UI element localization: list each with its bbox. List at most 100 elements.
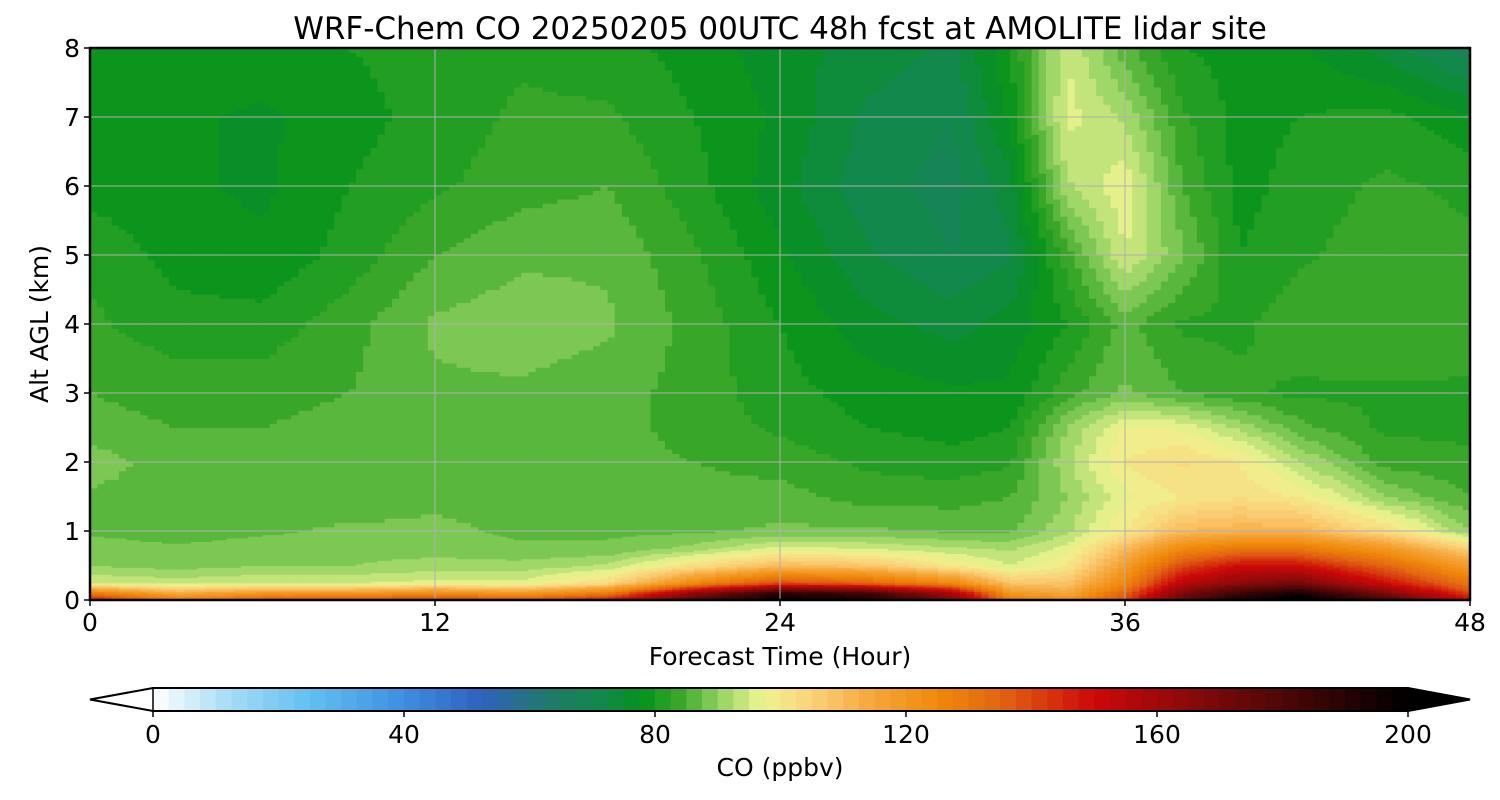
field-cell	[1441, 584, 1450, 587]
field-cell	[183, 579, 192, 582]
field-cell	[1146, 594, 1155, 598]
field-cell	[686, 594, 695, 598]
field-cell	[1211, 584, 1220, 587]
field-cell	[815, 579, 824, 582]
field-cell	[859, 587, 867, 591]
field-cell	[169, 579, 177, 582]
field-cell	[715, 582, 724, 586]
field-cell	[981, 589, 990, 592]
field-cell	[463, 574, 472, 577]
field-cell	[176, 579, 185, 582]
field-cell	[1168, 589, 1176, 592]
field-cell	[1110, 582, 1119, 586]
field-cell	[1311, 589, 1320, 592]
field-cell	[212, 584, 220, 587]
field-cell	[1362, 572, 1370, 575]
field-cell	[1441, 575, 1450, 579]
field-cell	[118, 575, 127, 579]
field-cell	[449, 589, 458, 592]
field-cell	[90, 594, 98, 598]
field-cell	[463, 584, 472, 587]
field-cell	[133, 596, 141, 599]
field-cell	[693, 591, 702, 594]
field-cell	[988, 579, 997, 582]
field-cell	[571, 581, 580, 584]
field-cell	[614, 591, 623, 594]
field-cell	[1376, 572, 1385, 575]
field-cell	[478, 594, 486, 598]
field-cell	[808, 596, 817, 599]
field-cell	[981, 574, 990, 577]
field-cell	[1434, 586, 1442, 589]
field-cell	[1419, 587, 1428, 591]
field-cell	[722, 584, 731, 587]
field-cell	[1060, 596, 1069, 599]
field-cell	[873, 586, 882, 589]
field-cell	[420, 582, 429, 586]
field-cell	[463, 579, 472, 582]
field-cell	[363, 584, 371, 587]
field-cell	[1340, 594, 1349, 598]
field-cell	[478, 579, 486, 582]
field-cell	[456, 577, 465, 580]
field-cell	[923, 591, 932, 594]
field-cell	[571, 593, 580, 596]
field-cell	[600, 594, 609, 598]
field-cell	[276, 584, 285, 587]
field-cell	[255, 575, 264, 579]
field-cell	[1038, 591, 1047, 594]
field-cell	[226, 579, 235, 582]
field-cell	[399, 591, 407, 594]
field-cell	[499, 574, 508, 577]
field-cell	[219, 572, 228, 575]
field-cell	[370, 593, 379, 596]
field-cell	[780, 577, 788, 580]
field-cell	[966, 579, 975, 582]
field-cell	[1132, 586, 1140, 589]
field-cell	[90, 586, 98, 589]
field-cell	[815, 586, 824, 589]
field-cell	[255, 587, 264, 591]
field-cell	[787, 582, 795, 586]
field-cell	[959, 586, 968, 589]
field-cell	[427, 596, 436, 599]
field-cell	[665, 581, 673, 584]
field-cell	[506, 575, 515, 579]
field-cell	[384, 582, 393, 586]
field-cell	[895, 581, 903, 584]
field-cell	[643, 589, 652, 592]
field-cell	[140, 596, 149, 599]
field-cell	[801, 587, 810, 591]
field-cell	[363, 575, 371, 579]
field-cell	[665, 587, 673, 591]
field-cell	[284, 577, 292, 580]
field-cell	[636, 582, 645, 586]
field-cell	[427, 584, 436, 587]
field-cell	[923, 582, 932, 586]
field-cell	[1146, 584, 1155, 587]
field-cell	[485, 596, 494, 599]
field-cell	[700, 577, 709, 580]
field-cell	[700, 582, 709, 586]
field-cell	[1369, 596, 1378, 599]
field-cell	[90, 574, 98, 577]
field-cell	[197, 575, 206, 579]
field-cell	[147, 581, 156, 584]
field-cell	[140, 591, 149, 594]
field-cell	[830, 575, 839, 579]
field-cell	[938, 596, 946, 599]
field-cell	[470, 587, 479, 591]
field-cell	[945, 589, 954, 592]
field-cell	[930, 577, 939, 580]
field-cell	[1024, 593, 1033, 596]
field-cell	[981, 582, 990, 586]
field-cell	[1103, 589, 1112, 592]
field-cell	[327, 589, 335, 592]
field-cell	[722, 594, 731, 598]
field-cell	[1362, 579, 1370, 582]
field-cell	[449, 579, 458, 582]
field-cell	[1175, 579, 1184, 582]
field-cell	[391, 587, 400, 591]
field-cell	[945, 587, 954, 591]
field-cell	[1434, 579, 1442, 582]
